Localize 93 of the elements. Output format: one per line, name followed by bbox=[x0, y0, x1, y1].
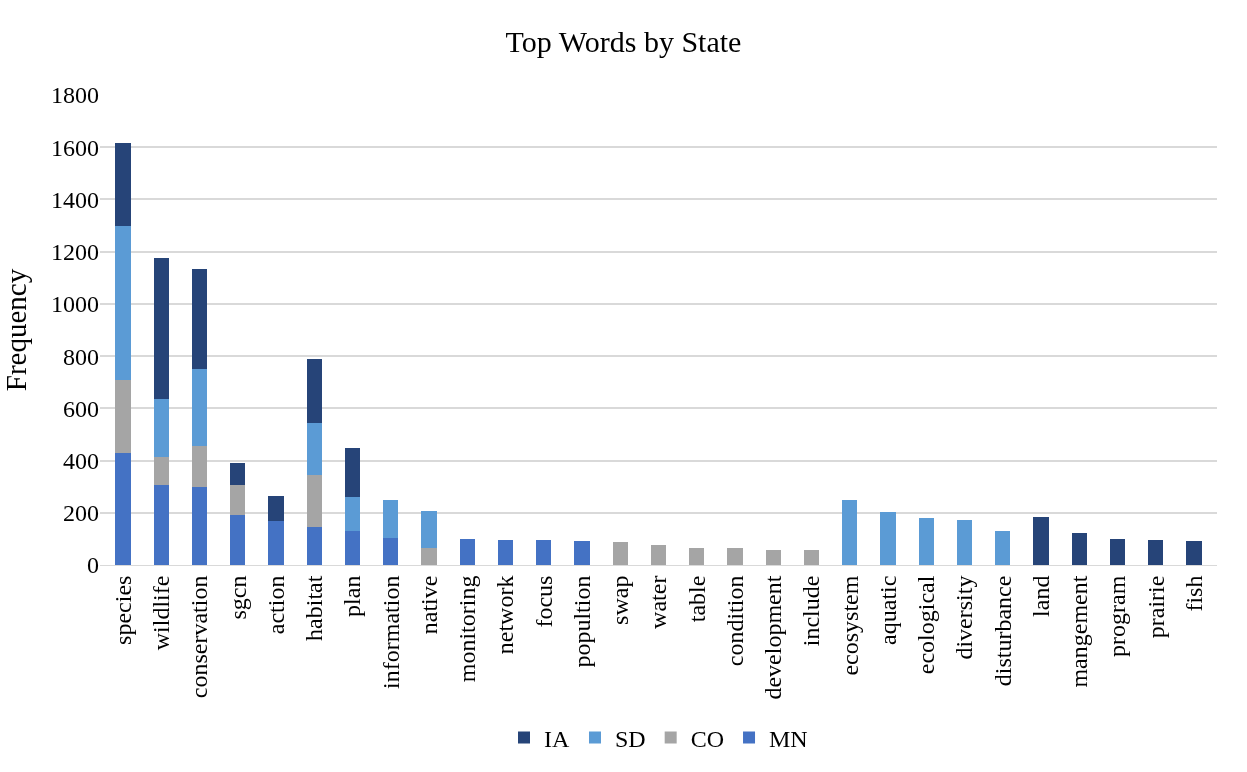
y-tick-label: 1200 bbox=[51, 239, 99, 266]
bar bbox=[268, 520, 284, 565]
x-tick-label: habitat bbox=[301, 575, 328, 641]
legend-label: SD bbox=[614, 725, 646, 752]
bar bbox=[956, 519, 973, 565]
bar bbox=[421, 548, 437, 565]
legend-label: MN bbox=[769, 725, 808, 752]
bar bbox=[727, 548, 743, 565]
y-tick-label: 0 bbox=[87, 552, 99, 579]
legend-label: IA bbox=[544, 725, 570, 752]
x-tick-label: swap bbox=[607, 575, 634, 625]
x-tick-label: prairie bbox=[1142, 575, 1169, 639]
bar bbox=[383, 499, 399, 538]
legend-label: CO bbox=[690, 725, 725, 752]
bar bbox=[191, 268, 208, 370]
bar bbox=[191, 486, 208, 565]
bar bbox=[765, 549, 781, 565]
bar bbox=[344, 447, 361, 498]
bar bbox=[230, 515, 246, 565]
bar bbox=[115, 143, 131, 226]
x-tick-label: popultion bbox=[568, 575, 595, 668]
bar bbox=[115, 379, 131, 453]
bar bbox=[383, 537, 399, 565]
y-tick-label: 400 bbox=[63, 447, 99, 474]
bar bbox=[689, 548, 705, 565]
bar bbox=[995, 530, 1011, 565]
bar bbox=[1148, 540, 1164, 565]
x-tick-label: disturbance bbox=[989, 575, 1016, 687]
x-tick-label: sgcn bbox=[224, 575, 251, 620]
y-tick-label: 1600 bbox=[51, 134, 99, 161]
y-tick-label: 200 bbox=[63, 500, 99, 527]
bar bbox=[230, 485, 246, 516]
bar bbox=[306, 474, 322, 528]
y-tick-label: 600 bbox=[63, 395, 99, 422]
x-tick-label: land bbox=[1027, 575, 1054, 617]
bar bbox=[918, 518, 934, 565]
bar bbox=[344, 531, 361, 565]
bar bbox=[306, 527, 322, 565]
bar bbox=[1186, 540, 1202, 565]
bar bbox=[803, 550, 820, 565]
x-tick-label: ecological bbox=[913, 575, 940, 675]
bar bbox=[230, 463, 246, 486]
bar bbox=[306, 422, 322, 475]
bar bbox=[497, 540, 514, 565]
x-tick-label: information bbox=[377, 575, 404, 689]
x-tick-label: diversity bbox=[951, 575, 978, 660]
bar bbox=[1109, 538, 1126, 565]
bar bbox=[191, 446, 208, 487]
x-tick-label: species bbox=[109, 575, 136, 645]
bar bbox=[842, 500, 858, 565]
x-tick-label: water bbox=[645, 575, 672, 629]
bar bbox=[612, 541, 628, 565]
x-tick-label: fish bbox=[1180, 575, 1207, 612]
x-tick-label: plan bbox=[339, 575, 366, 617]
x-tick-label: program bbox=[1104, 575, 1131, 657]
y-tick-label: 1800 bbox=[51, 82, 99, 109]
bar bbox=[153, 456, 169, 486]
bar bbox=[650, 544, 667, 565]
bar bbox=[153, 399, 169, 457]
x-tick-label: monitoring bbox=[454, 575, 481, 683]
bar bbox=[344, 497, 361, 532]
bar bbox=[421, 511, 437, 549]
x-tick-label: include bbox=[798, 575, 825, 647]
x-tick-label: mangement bbox=[1066, 575, 1093, 688]
bar bbox=[1071, 533, 1087, 565]
x-tick-label: focus bbox=[530, 575, 557, 628]
x-tick-label: action bbox=[262, 575, 289, 635]
chart-title: Top Words by State bbox=[505, 24, 742, 58]
bar bbox=[459, 538, 475, 565]
x-tick-label: development bbox=[760, 575, 787, 700]
x-tick-label: ecosystem bbox=[836, 575, 863, 676]
bar bbox=[1033, 516, 1049, 565]
x-tick-label: conservation bbox=[186, 575, 213, 699]
bar bbox=[153, 485, 169, 565]
bar bbox=[115, 225, 131, 380]
bar bbox=[153, 258, 169, 400]
x-tick-label: wildlife bbox=[148, 575, 175, 651]
bar bbox=[191, 369, 208, 447]
y-axis-title: Frequency bbox=[0, 268, 33, 392]
x-tick-label: condition bbox=[721, 575, 748, 667]
x-tick-label: network bbox=[492, 575, 519, 655]
y-tick-label: 1000 bbox=[51, 291, 99, 318]
x-tick-label: aquatic bbox=[874, 575, 901, 645]
bar bbox=[574, 540, 590, 565]
bar bbox=[306, 358, 322, 423]
bar bbox=[536, 540, 552, 565]
y-tick-label: 800 bbox=[63, 343, 99, 370]
bar bbox=[880, 511, 896, 565]
x-tick-label: native bbox=[415, 575, 442, 635]
bar bbox=[268, 495, 284, 521]
x-tick-label: table bbox=[683, 575, 710, 623]
bar bbox=[115, 452, 131, 565]
y-tick-label: 1400 bbox=[51, 186, 99, 213]
